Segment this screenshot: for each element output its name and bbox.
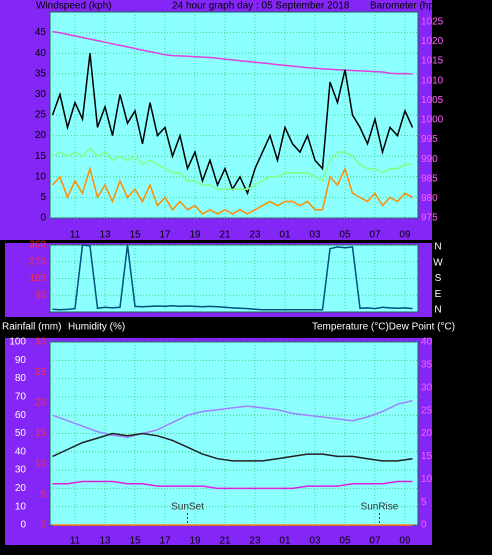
y-tick-label: 10 <box>35 171 47 182</box>
y-tick-label: 0 <box>20 520 26 531</box>
rain-tick-label: 20 <box>35 398 47 409</box>
compass-label: E <box>435 289 442 300</box>
series-line <box>52 146 413 190</box>
x-tick-label: 11 <box>70 230 81 241</box>
x-tick-label: 13 <box>99 230 111 241</box>
y2-tick-label: 980 <box>421 193 438 204</box>
x-tick-label: 03 <box>309 230 321 241</box>
series-line <box>52 30 413 75</box>
y2-tick-label: 30 <box>421 382 433 393</box>
x-tick-label: 07 <box>369 230 381 241</box>
rain-axis-label: Rainfall (mm) <box>2 322 61 333</box>
y-tick-label: 30 <box>35 89 47 100</box>
rain-tick-label: 10 <box>35 459 47 470</box>
y-tick-label: 20 <box>35 130 47 141</box>
chart-title: 24 hour graph day : 05 September 2018 <box>172 1 350 12</box>
rain-tick-label: 15 <box>35 428 47 439</box>
y-tick-label: 45 <box>35 27 47 38</box>
y2-tick-label: 0 <box>421 520 427 531</box>
y-tick-label: 40 <box>15 446 27 457</box>
y-tick-label: 50 <box>15 428 27 439</box>
x-tick-label: 07 <box>369 536 381 547</box>
y2-tick-label: 40 <box>421 337 433 348</box>
y2-tick-label: 990 <box>421 154 438 165</box>
y-tick-label: 100 <box>9 337 26 348</box>
x-tick-label: 01 <box>279 536 291 547</box>
rain-tick-label: 5 <box>40 489 46 500</box>
x-tick-label: 23 <box>249 536 261 547</box>
y-tick-label: 15 <box>35 151 47 162</box>
y2-axis-label: Barometer (hpa) <box>370 1 443 12</box>
x-tick-label: 09 <box>399 230 411 241</box>
x-tick-label: 05 <box>339 230 351 241</box>
y-tick-label: 35 <box>35 68 47 79</box>
y2-tick-label: 1005 <box>421 95 444 106</box>
x-tick-label: 23 <box>249 230 261 241</box>
x-tick-label: 17 <box>159 536 171 547</box>
y2-tick-label: 10 <box>421 474 433 485</box>
series-line <box>51 165 413 215</box>
y-tick-label: 90 <box>15 355 27 366</box>
x-tick-label: 17 <box>159 230 171 241</box>
x-tick-label: 15 <box>129 536 141 547</box>
rain-tick-label: 25 <box>35 367 47 378</box>
x-tick-label: 21 <box>219 536 231 547</box>
x-tick-label: 01 <box>279 230 291 241</box>
y2-tick-label: 1025 <box>421 16 444 27</box>
y2-axis-label: Temperature (°C)Dew Point (°C) <box>312 322 455 333</box>
series-line <box>52 244 413 311</box>
x-tick-label: 03 <box>309 536 321 547</box>
series-line <box>52 432 413 462</box>
rain-tick-label: 30 <box>35 337 47 348</box>
y2-tick-label: 1015 <box>421 56 444 67</box>
y-tick-label: 10 <box>15 501 27 512</box>
y2-tick-label: 15 <box>421 451 433 462</box>
y-tick-label: 80 <box>15 373 27 384</box>
compass-label: N <box>434 242 441 253</box>
compass-label: N <box>434 305 441 316</box>
y-axis-label: Humidity (%) <box>68 322 125 333</box>
y-tick-label: 5 <box>40 192 46 203</box>
x-tick-label: 21 <box>219 230 231 241</box>
y2-tick-label: 1000 <box>421 115 444 126</box>
y-tick-label: 180 <box>29 273 46 284</box>
annotation: SunRise <box>361 502 399 513</box>
y-tick-label: 360 <box>29 240 46 251</box>
y-tick-label: 0 <box>40 213 46 224</box>
y-tick-label: 270 <box>29 256 46 267</box>
x-tick-label: 19 <box>189 230 201 241</box>
y2-tick-label: 25 <box>421 405 433 416</box>
y2-tick-label: 1010 <box>421 75 444 86</box>
y-tick-label: 20 <box>15 483 27 494</box>
y-tick-label: 60 <box>15 410 27 421</box>
x-tick-label: 19 <box>189 536 201 547</box>
y2-tick-label: 1020 <box>421 36 444 47</box>
series-line <box>52 480 413 490</box>
x-tick-label: 09 <box>399 536 411 547</box>
y2-tick-label: 35 <box>421 360 433 371</box>
x-tick-label: 15 <box>129 230 141 241</box>
y2-tick-label: 975 <box>421 213 438 224</box>
y2-tick-label: 20 <box>421 428 433 439</box>
rain-tick-label: 0 <box>40 520 46 531</box>
y2-tick-label: 995 <box>421 134 438 145</box>
y-tick-label: 30 <box>15 465 27 476</box>
y-axis-label: Windspeed (kph) <box>36 1 112 12</box>
y-tick-label: 90 <box>35 290 47 301</box>
y2-tick-label: 985 <box>421 173 438 184</box>
y-tick-label: 70 <box>15 392 27 403</box>
x-tick-label: 11 <box>70 536 81 547</box>
y-tick-label: 25 <box>35 110 47 121</box>
y-tick-label: 40 <box>35 48 47 59</box>
series-line <box>52 399 413 438</box>
y2-tick-label: 5 <box>421 497 427 508</box>
annotation: SunSet <box>171 502 204 513</box>
x-tick-label: 13 <box>99 536 111 547</box>
compass-label: S <box>435 273 442 284</box>
x-tick-label: 05 <box>339 536 351 547</box>
compass-label: W <box>433 257 443 268</box>
